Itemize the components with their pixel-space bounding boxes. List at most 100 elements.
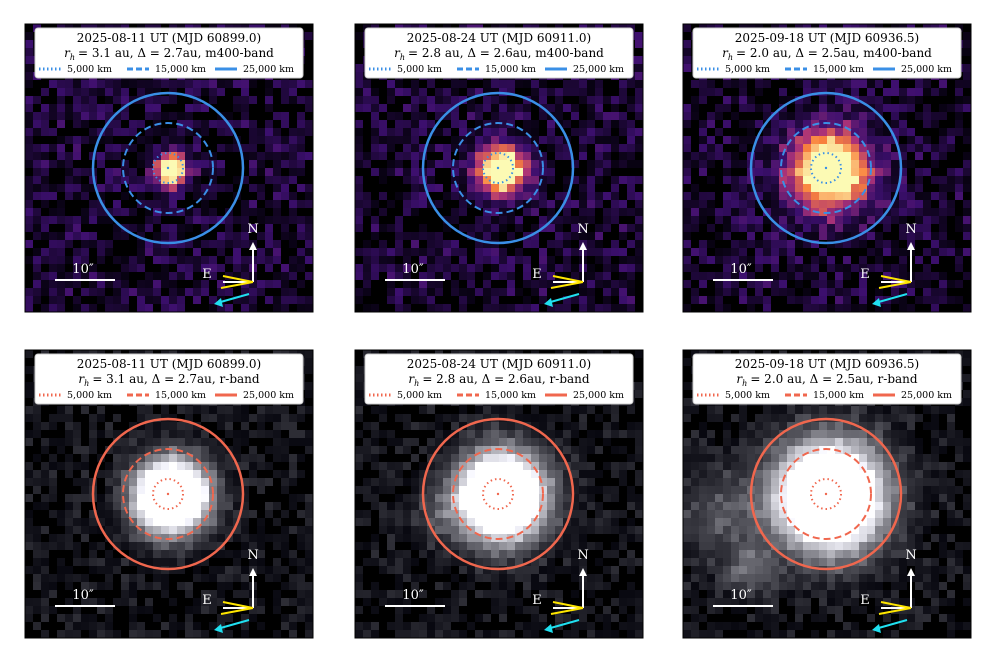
pixel <box>563 470 571 478</box>
pixel <box>795 240 803 248</box>
pixel <box>499 224 507 232</box>
pixel <box>811 304 819 312</box>
pixel <box>419 550 427 558</box>
pixel <box>451 542 459 550</box>
pixel <box>763 406 771 414</box>
pixel <box>555 224 563 232</box>
pixel <box>435 518 443 526</box>
pixel <box>281 510 289 518</box>
pixel <box>113 168 121 176</box>
pixel <box>403 136 411 144</box>
pixel <box>209 240 217 248</box>
pixel <box>25 112 33 120</box>
pixel <box>121 518 129 526</box>
pixel <box>129 574 137 582</box>
pixel <box>819 200 827 208</box>
pixel <box>563 240 571 248</box>
pixel <box>363 486 371 494</box>
pixel <box>379 120 387 128</box>
pixel <box>595 272 603 280</box>
pixel <box>563 80 571 88</box>
pixel <box>65 574 73 582</box>
pixel <box>57 184 65 192</box>
pixel <box>611 614 619 622</box>
pixel <box>81 486 89 494</box>
pixel <box>907 160 915 168</box>
pixel <box>33 550 41 558</box>
pixel <box>731 176 739 184</box>
pixel <box>851 152 859 160</box>
yellow-arrow <box>552 601 584 609</box>
pixel <box>65 598 73 606</box>
pixel <box>411 160 419 168</box>
pixel <box>611 494 619 502</box>
pixel <box>579 200 587 208</box>
pixel <box>289 414 297 422</box>
pixel <box>747 216 755 224</box>
pixel <box>555 550 563 558</box>
pixel <box>755 192 763 200</box>
pixel <box>297 160 305 168</box>
pixel <box>371 550 379 558</box>
pixel <box>787 272 795 280</box>
pixel <box>587 304 595 312</box>
pixel <box>355 32 363 40</box>
pixel <box>539 280 547 288</box>
pixel <box>371 120 379 128</box>
pixel <box>193 192 201 200</box>
pixel <box>571 160 579 168</box>
pixel <box>491 208 499 216</box>
pixel <box>105 168 113 176</box>
pixel <box>483 88 491 96</box>
pixel <box>169 630 177 638</box>
pixel <box>739 256 747 264</box>
pixel <box>691 96 699 104</box>
pixel <box>779 128 787 136</box>
pixel <box>451 502 459 510</box>
pixel <box>819 192 827 200</box>
pixel <box>915 88 923 96</box>
pixel <box>627 144 635 152</box>
pixel <box>939 232 947 240</box>
pixel <box>355 518 363 526</box>
pixel <box>515 422 523 430</box>
pixel <box>193 518 201 526</box>
pixel <box>145 470 153 478</box>
pixel <box>395 248 403 256</box>
pixel <box>467 502 475 510</box>
pixel <box>859 256 867 264</box>
pixel <box>923 200 931 208</box>
pixel <box>475 184 483 192</box>
pixel <box>161 192 169 200</box>
pixel <box>153 550 161 558</box>
pixel <box>137 232 145 240</box>
pixel <box>145 80 153 88</box>
pixel <box>699 248 707 256</box>
pixel <box>763 280 771 288</box>
pixel <box>209 406 217 414</box>
pixel <box>201 502 209 510</box>
pixel <box>113 208 121 216</box>
pixel <box>963 136 971 144</box>
pixel <box>931 216 939 224</box>
pixel <box>483 96 491 104</box>
pixel <box>867 152 875 160</box>
pixel <box>843 304 851 312</box>
pixel <box>867 406 875 414</box>
pixel <box>723 80 731 88</box>
pixel <box>201 486 209 494</box>
pixel <box>483 526 491 534</box>
pixel <box>587 518 595 526</box>
pixel <box>763 112 771 120</box>
pixel <box>947 296 955 304</box>
pixel <box>539 526 547 534</box>
east-label: E <box>860 267 870 282</box>
pixel <box>627 224 635 232</box>
pixel <box>507 494 515 502</box>
pixel <box>217 590 225 598</box>
pixel <box>563 104 571 112</box>
pixel <box>587 160 595 168</box>
pixel <box>281 80 289 88</box>
pixel <box>121 144 129 152</box>
pixel <box>507 272 515 280</box>
